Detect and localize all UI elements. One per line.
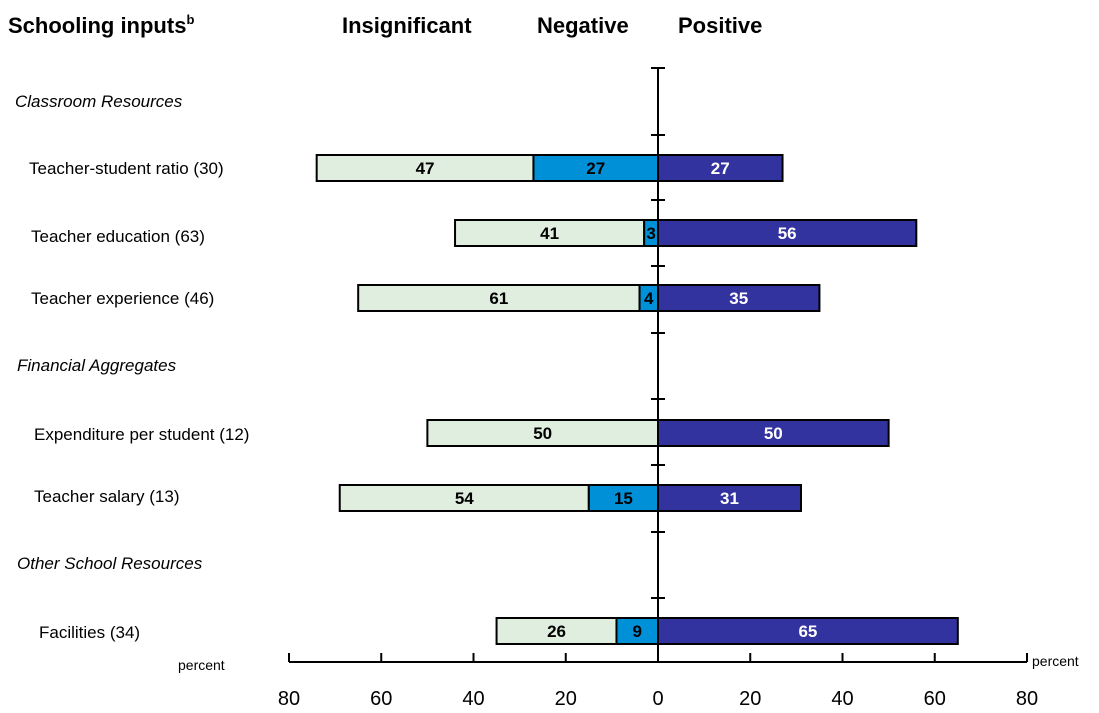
category-label: Teacher experience (46)	[31, 289, 214, 308]
group-label-classroom: Classroom Resources	[15, 92, 183, 111]
x-axis-tick-label: 80	[278, 688, 300, 710]
x-axis-tick-label: 80	[1016, 688, 1038, 710]
x-axis-tick-label: 60	[924, 688, 946, 710]
value-label-negative: 3	[646, 224, 655, 243]
bar-insignificant	[495, 617, 618, 645]
axes-layer: 80 60 40 20 0 20 40 60 80	[278, 67, 1038, 710]
bar-positive	[657, 154, 784, 182]
value-label-negative: 27	[586, 159, 605, 178]
bar-positive	[657, 419, 890, 447]
header-insignificant: Insignificant	[342, 13, 472, 38]
group-label-financial: Financial Aggregates	[17, 356, 177, 375]
value-label-insignificant: 47	[416, 159, 435, 178]
value-label-positive: 56	[778, 224, 797, 243]
bar-insignificant	[426, 419, 659, 447]
x-axis-tick-label: 60	[370, 688, 392, 710]
value-label-negative: 9	[633, 622, 642, 641]
value-label-positive: 35	[729, 289, 748, 308]
bar-insignificant	[315, 154, 535, 182]
bar-negative	[587, 484, 659, 512]
bar-negative	[615, 617, 659, 645]
value-labels-layer: 47 27 27 41 3 56 61 4 35 50 50 54 15 31 26 9 65	[416, 159, 818, 641]
category-label: Teacher-student ratio (30)	[29, 159, 224, 178]
bar-positive	[657, 219, 918, 247]
axis-unit-left: percent	[178, 657, 225, 673]
header-positive: Positive	[678, 13, 762, 38]
x-axis-tick-label: 20	[739, 688, 761, 710]
bar-negative	[532, 154, 660, 182]
value-label-insignificant: 26	[547, 622, 566, 641]
value-label-positive: 50	[764, 424, 783, 443]
bar-insignificant	[338, 484, 590, 512]
value-label-negative: 4	[644, 289, 654, 308]
category-label: Teacher salary (13)	[34, 487, 180, 506]
value-label-positive: 65	[798, 622, 817, 641]
value-label-positive: 27	[711, 159, 730, 178]
bar-positive	[657, 284, 821, 312]
value-label-insignificant: 61	[489, 289, 508, 308]
value-label-insignificant: 50	[533, 424, 552, 443]
group-label-other: Other School Resources	[17, 554, 203, 573]
bar-positive	[657, 617, 959, 645]
value-label-insignificant: 54	[455, 489, 474, 508]
category-label: Teacher education (63)	[31, 227, 205, 246]
axis-unit-right: percent	[1032, 653, 1079, 669]
x-axis-tick-label: 0	[652, 688, 663, 710]
bars-layer	[315, 154, 959, 645]
header-negative: Negative	[537, 13, 629, 38]
x-axis-tick-label: 40	[462, 688, 484, 710]
value-label-positive: 31	[720, 489, 739, 508]
chart-title: Schooling inputsb	[8, 12, 194, 38]
x-axis-tick-label: 20	[555, 688, 577, 710]
value-label-insignificant: 41	[540, 224, 559, 243]
x-axis-tick-label: 40	[831, 688, 853, 710]
category-label: Facilities (34)	[39, 623, 140, 642]
value-label-negative: 15	[614, 489, 633, 508]
bar-insignificant	[357, 284, 641, 312]
category-label: Expenditure per student (12)	[34, 425, 249, 444]
